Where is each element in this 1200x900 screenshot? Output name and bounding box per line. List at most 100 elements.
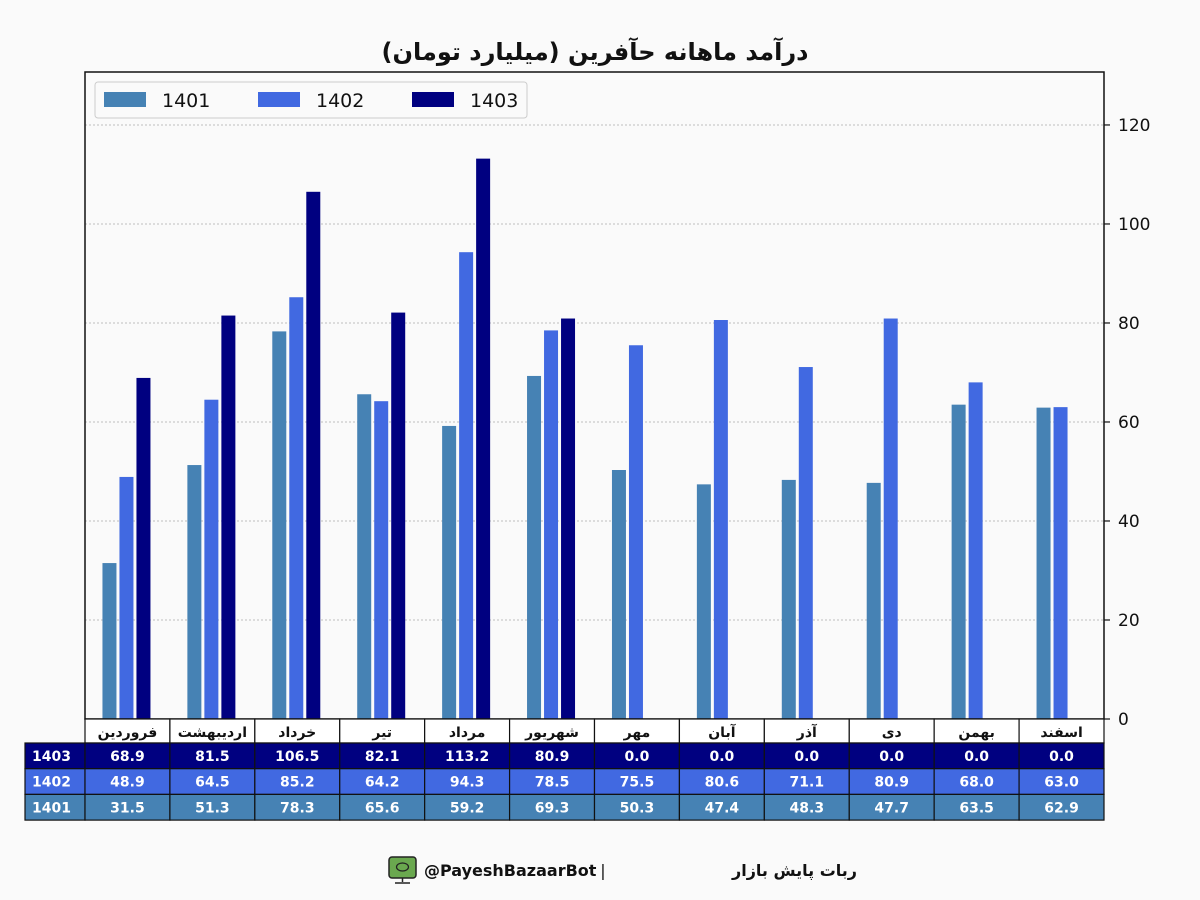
x-category-label: اسفند xyxy=(1040,725,1082,741)
table-cell xyxy=(593,793,681,821)
x-category-label: مهر xyxy=(623,725,651,741)
x-category-label: دی xyxy=(882,725,902,741)
table-cell-value: 0.0 xyxy=(964,749,989,765)
y-tick-label: 20 xyxy=(1118,611,1140,631)
table-cell xyxy=(339,742,426,770)
bar-1402-8 xyxy=(798,367,813,719)
table-header-cell xyxy=(1018,718,1105,744)
table-cell-value: 63.5 xyxy=(959,800,994,816)
x-category-label: تیر xyxy=(371,725,392,741)
y-tick-label: 0 xyxy=(1118,710,1129,730)
table-cell-value: 71.1 xyxy=(790,775,825,791)
y-tick-label: 100 xyxy=(1118,215,1150,235)
y-tick-label: 60 xyxy=(1118,413,1140,433)
bar-1403-2 xyxy=(306,191,321,719)
table-cell-value: 0.0 xyxy=(879,749,904,765)
table-cell xyxy=(933,793,1020,821)
x-category-label: مرداد xyxy=(449,725,486,741)
legend-swatch-1402 xyxy=(258,92,300,107)
bar-1401-3 xyxy=(357,394,372,719)
bar-1401-6 xyxy=(611,470,626,719)
bar-1402-0 xyxy=(119,476,134,719)
x-category-label: آبان xyxy=(708,723,736,741)
table-cell-value: 80.9 xyxy=(535,749,570,765)
bar-1402-4 xyxy=(459,252,474,719)
footer: @PayeshBazaarBot | ربات پایش بازار xyxy=(388,856,857,884)
table-cell-value: 47.4 xyxy=(705,800,740,816)
table-cell-value: 48.9 xyxy=(110,775,145,791)
table-cell xyxy=(678,793,765,821)
table-cell-value: 64.5 xyxy=(195,775,230,791)
bars xyxy=(102,158,1068,719)
table-cell-value: 80.9 xyxy=(874,775,909,791)
table-row-label-cell xyxy=(24,742,86,770)
table-cell-value: 0.0 xyxy=(625,749,650,765)
bar-1403-0 xyxy=(136,377,151,719)
table-cell-value: 63.0 xyxy=(1044,775,1079,791)
table-cell-value: 75.5 xyxy=(620,775,655,791)
data-table: فروردین اردیبهشت خرداد تیر مرداد شهریور مهر آبا… xyxy=(24,718,1105,821)
legend-label: 1402 xyxy=(316,90,364,112)
bar-1402-10 xyxy=(968,382,983,719)
x-category-label: آذر xyxy=(796,723,818,741)
table-cell-value: 78.3 xyxy=(280,800,315,816)
table-cell-value: 78.5 xyxy=(535,775,570,791)
table-cell-value: 0.0 xyxy=(1049,749,1074,765)
table-cell-value: 0.0 xyxy=(794,749,819,765)
table-cell-value: 50.3 xyxy=(620,800,655,816)
table-row-label: 1403 xyxy=(32,749,71,765)
legend-swatch-1403 xyxy=(412,92,454,107)
legend-label: 1403 xyxy=(470,90,518,112)
legend: 1401 1402 1403 xyxy=(94,81,528,119)
bar-1401-1 xyxy=(187,465,202,719)
table-header-cell xyxy=(678,718,765,744)
y-axis: 0 20 40 60 80 100 120 xyxy=(1104,116,1150,730)
table-cell-value: 68.0 xyxy=(959,775,994,791)
bar-1402-6 xyxy=(628,345,643,719)
table-cell-value: 0.0 xyxy=(709,749,734,765)
table-cell-value: 59.2 xyxy=(450,800,485,816)
monitor-icon xyxy=(388,856,417,884)
table-cell-value: 106.5 xyxy=(275,749,319,765)
table-cell-value: 81.5 xyxy=(195,749,230,765)
table-cell-value: 69.3 xyxy=(535,800,570,816)
plot-frame xyxy=(84,71,1105,720)
table-header-cell xyxy=(339,718,426,744)
gridlines xyxy=(85,124,1104,621)
bar-1402-5 xyxy=(544,330,559,719)
table-cell-value: 82.1 xyxy=(365,749,400,765)
bar-1401-7 xyxy=(696,484,711,719)
x-category-label: اردیبهشت xyxy=(178,725,247,741)
y-tick-label: 40 xyxy=(1118,512,1140,532)
legend-swatch-1401 xyxy=(104,92,146,107)
table-cell-value: 47.7 xyxy=(874,800,909,816)
table-cell-value: 80.6 xyxy=(705,775,740,791)
table-row-label: 1401 xyxy=(32,800,71,816)
x-category-label: فروردین xyxy=(98,725,158,741)
table-header-cell xyxy=(848,718,935,744)
legend-box xyxy=(94,81,528,119)
table-cell xyxy=(1018,793,1105,821)
footer-separator: | xyxy=(600,861,605,880)
table-cell-value: 62.9 xyxy=(1044,800,1079,816)
bar-1401-10 xyxy=(951,404,966,719)
table-cell xyxy=(508,742,596,770)
bar-1403-3 xyxy=(391,312,406,719)
table-cell xyxy=(1018,768,1105,796)
x-category-label: شهریور xyxy=(524,725,579,741)
bar-1401-8 xyxy=(781,479,796,719)
bar-1401-11 xyxy=(1036,407,1051,719)
table-cell xyxy=(84,768,171,796)
table-cell-value: 68.9 xyxy=(110,749,145,765)
table-cell xyxy=(593,768,681,796)
bar-1402-11 xyxy=(1053,407,1068,719)
table-cell xyxy=(508,768,596,796)
table-cell xyxy=(339,793,426,821)
bar-1403-1 xyxy=(221,315,236,719)
table-cell-value: 64.2 xyxy=(365,775,400,791)
table-cell xyxy=(169,793,256,821)
table-cell-value: 31.5 xyxy=(110,800,145,816)
bar-1401-4 xyxy=(442,425,457,719)
legend-label: 1401 xyxy=(162,90,210,112)
table-row-label: 1402 xyxy=(32,775,71,791)
